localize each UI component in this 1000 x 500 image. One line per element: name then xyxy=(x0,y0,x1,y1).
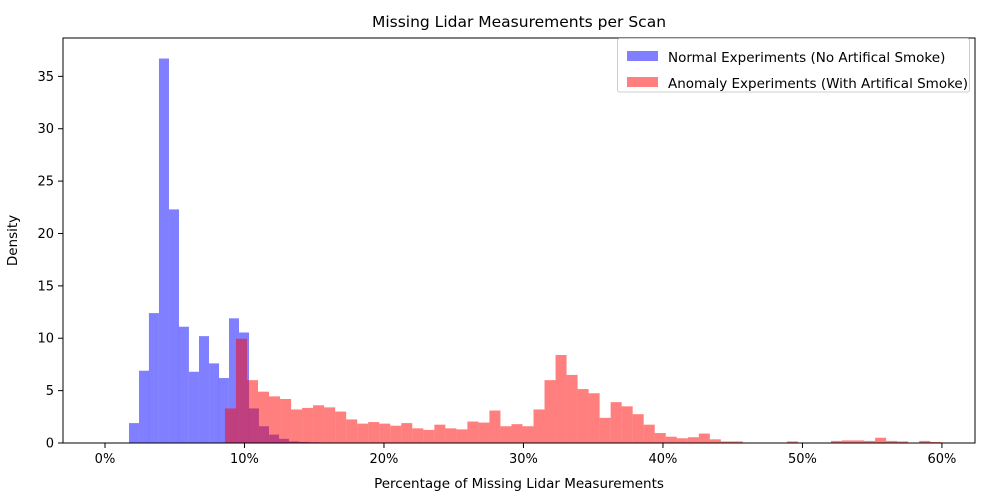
histogram-bar-anomaly xyxy=(368,422,380,443)
histogram-bar-anomaly xyxy=(853,440,865,443)
y-tick-label: 25 xyxy=(37,175,54,190)
histogram-bar-normal xyxy=(199,336,209,443)
histogram-bar-anomaly xyxy=(709,439,721,443)
histogram-bar-anomaly xyxy=(566,374,578,443)
axes-frame xyxy=(62,37,976,444)
histogram-bar-anomaly xyxy=(897,441,909,443)
histogram-bar-anomaly xyxy=(324,407,336,443)
histogram-bar-anomaly xyxy=(610,402,622,443)
histogram-bar-anomaly xyxy=(456,429,468,443)
histogram-bar-anomaly xyxy=(258,391,270,443)
histogram-bar-anomaly xyxy=(401,423,413,443)
x-axis-label: Percentage of Missing Lidar Measurements xyxy=(374,476,664,492)
histogram-bar-anomaly xyxy=(500,426,512,443)
x-tick-label: 30% xyxy=(509,452,538,467)
legend-swatch-anomaly xyxy=(627,77,658,87)
histogram-bar-anomaly xyxy=(390,425,402,443)
histogram-bar-anomaly xyxy=(445,428,457,443)
histogram-bar-anomaly xyxy=(346,419,358,443)
histogram-bar-anomaly xyxy=(842,440,854,443)
histogram-bar-anomaly xyxy=(335,411,347,443)
x-tick-label: 50% xyxy=(788,452,817,467)
histogram-bar-anomaly xyxy=(555,355,567,443)
histogram-bar-anomaly xyxy=(357,423,369,443)
histogram-bar-anomaly xyxy=(423,429,435,443)
bars-layer xyxy=(128,58,942,443)
histogram-bar-anomaly xyxy=(302,407,314,443)
histogram-bar-anomaly xyxy=(676,438,688,443)
legend-label-anomaly: Anomaly Experiments (With Artifical Smok… xyxy=(668,76,968,92)
histogram-bar-normal xyxy=(229,318,239,443)
histogram-bar-anomaly xyxy=(875,437,887,443)
histogram-bar-anomaly xyxy=(246,380,259,443)
legend-swatch-normal xyxy=(627,51,658,61)
legend-box xyxy=(617,38,970,93)
legend-label-normal: Normal Experiments (No Artifical Smoke) xyxy=(668,50,945,66)
histogram-bar-anomaly xyxy=(831,440,843,443)
axes-layer: 0% 10% 20% 30% 40% 50% 60% 0 5 10 15 20 25 30 35 xyxy=(37,37,976,467)
histogram-bar-anomaly xyxy=(665,436,677,443)
histogram-bar-anomaly xyxy=(588,393,600,443)
y-tick-label: 35 xyxy=(37,70,54,85)
histogram-bar-anomaly xyxy=(654,433,666,443)
histogram-bar-normal xyxy=(209,363,220,443)
y-tick-label: 0 xyxy=(46,437,54,452)
histogram-bar-anomaly xyxy=(632,414,644,443)
histogram-bar-anomaly xyxy=(919,440,931,443)
histogram-bar-anomaly xyxy=(533,409,545,443)
histogram-bar-anomaly xyxy=(599,417,611,443)
histogram-bar-anomaly xyxy=(291,409,303,443)
histogram-bar-anomaly xyxy=(379,423,391,443)
histogram-bar-anomaly xyxy=(269,396,281,443)
histogram-bar-normal xyxy=(128,423,139,443)
histogram-bar-normal xyxy=(148,313,159,443)
histogram-bar-anomaly xyxy=(522,426,534,443)
histogram-bar-anomaly xyxy=(720,441,732,443)
histogram-bar-anomaly xyxy=(544,380,556,443)
histogram-bar-normal xyxy=(178,326,189,443)
histogram-bar-anomaly xyxy=(235,338,247,443)
histogram-bar-normal xyxy=(139,370,150,443)
histogram-bar-anomaly xyxy=(687,437,699,443)
histogram-bar-anomaly xyxy=(577,389,589,443)
x-tick-label: 10% xyxy=(230,452,259,467)
x-tick-label: 40% xyxy=(649,452,678,467)
histogram-bar-anomaly xyxy=(478,422,490,443)
x-tick-label: 60% xyxy=(927,452,956,467)
histogram-bar-normal xyxy=(218,378,229,443)
y-axis-label: Density xyxy=(5,215,21,266)
y-tick-label: 30 xyxy=(37,122,54,137)
y-tick-label: 5 xyxy=(46,384,54,399)
histogram-bar-anomaly xyxy=(511,424,523,443)
y-tick-label: 15 xyxy=(37,279,54,294)
histogram-bar-anomaly xyxy=(467,421,479,443)
histogram-bar-anomaly xyxy=(731,441,743,443)
histogram-bar-anomaly xyxy=(643,424,655,443)
histogram-bar-anomaly xyxy=(698,433,710,443)
histogram-bar-anomaly xyxy=(313,405,325,443)
x-tick-label: 0% xyxy=(95,452,116,467)
y-tick-label: 20 xyxy=(37,227,54,242)
histogram-bar-anomaly xyxy=(886,440,898,443)
chart-title: Missing Lidar Measurements per Scan xyxy=(372,13,666,31)
histogram-bar-normal xyxy=(169,209,180,443)
histogram-bar-anomaly xyxy=(412,428,424,443)
histogram-bar-anomaly xyxy=(489,410,501,443)
histogram-bar-anomaly xyxy=(280,399,292,443)
histogram-bar-normal xyxy=(188,371,199,443)
legend: Normal Experiments (No Artifical Smoke) A… xyxy=(617,38,970,93)
histogram-bar-anomaly xyxy=(864,440,876,443)
y-tick-label: 10 xyxy=(37,332,54,347)
histogram-bar-anomaly xyxy=(621,406,633,443)
histogram-bar-anomaly xyxy=(930,441,942,443)
histogram-bar-anomaly xyxy=(224,408,236,443)
histogram-bar-anomaly xyxy=(434,424,446,443)
histogram-bar-anomaly xyxy=(786,441,798,443)
histogram-bar-normal xyxy=(158,58,169,443)
x-tick-label: 20% xyxy=(370,452,399,467)
